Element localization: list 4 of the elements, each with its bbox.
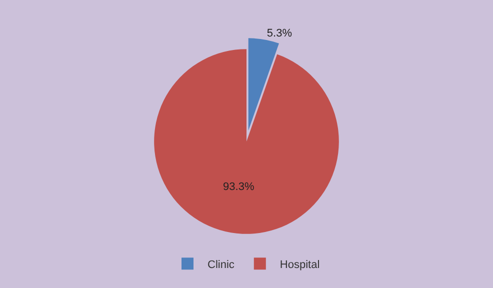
legend-label: Hospital <box>280 258 320 271</box>
legend-label: Clinic <box>208 258 235 271</box>
data-label: 93.3% <box>223 181 254 194</box>
data-label: 5.3% <box>266 28 292 40</box>
